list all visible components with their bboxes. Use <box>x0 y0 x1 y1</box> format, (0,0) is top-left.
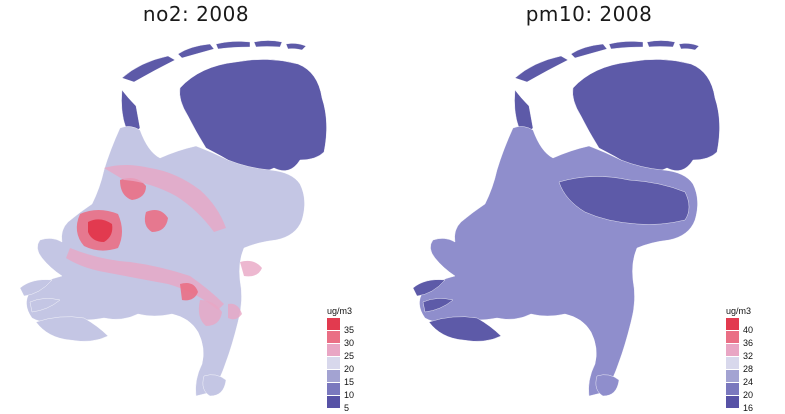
legend-label-30: 30 <box>344 338 355 348</box>
legend-label-32: 32 <box>743 351 754 361</box>
legend-swatch-35 <box>327 318 340 330</box>
legend-swatch-16 <box>726 396 739 408</box>
legend-swatch-5 <box>327 396 340 408</box>
no2-map-panel: no2: 2008 <box>0 0 392 413</box>
legend-swatch-20 <box>327 357 340 369</box>
legend-label-10: 10 <box>344 390 355 400</box>
netherlands-shape-no2 <box>19 40 327 397</box>
legend-swatch-25 <box>327 344 340 356</box>
no2-legend-unit: ug/m3 <box>327 306 353 316</box>
legend-label-28: 28 <box>743 364 754 374</box>
pm10-map-panel: pm10: 2008 ug/m3 40 36 32 28 24 20 16 <box>393 0 785 413</box>
legend-swatch-36 <box>726 331 739 343</box>
legend-swatch-32 <box>726 344 739 356</box>
legend-label-15: 15 <box>344 377 355 387</box>
legend-swatch-15 <box>327 370 340 382</box>
no2-legend: ug/m3 35 30 25 20 15 10 5 <box>327 306 377 413</box>
legend-label-25: 25 <box>344 351 355 361</box>
netherlands-shape-pm10 <box>412 40 720 397</box>
pm10-map-title: pm10: 2008 <box>525 2 653 26</box>
no2-map-title: no2: 2008 <box>142 2 250 26</box>
legend-label-40: 40 <box>743 325 754 335</box>
legend-label-16: 16 <box>743 403 754 413</box>
pm10-legend: ug/m3 40 36 32 28 24 20 16 <box>726 306 776 413</box>
legend-label-24: 24 <box>743 377 754 387</box>
legend-label-20: 20 <box>743 390 754 400</box>
legend-swatch-20 <box>726 383 739 395</box>
legend-swatch-28 <box>726 357 739 369</box>
legend-label-35: 35 <box>344 325 355 335</box>
no2-map <box>19 40 327 397</box>
pm10-map <box>412 40 720 397</box>
legend-label-20: 20 <box>344 364 355 374</box>
legend-label-36: 36 <box>743 338 754 348</box>
pm10-legend-unit: ug/m3 <box>726 306 752 316</box>
legend-swatch-10 <box>327 383 340 395</box>
legend-swatch-24 <box>726 370 739 382</box>
legend-label-5: 5 <box>344 403 350 413</box>
legend-swatch-30 <box>327 331 340 343</box>
legend-swatch-40 <box>726 318 739 330</box>
